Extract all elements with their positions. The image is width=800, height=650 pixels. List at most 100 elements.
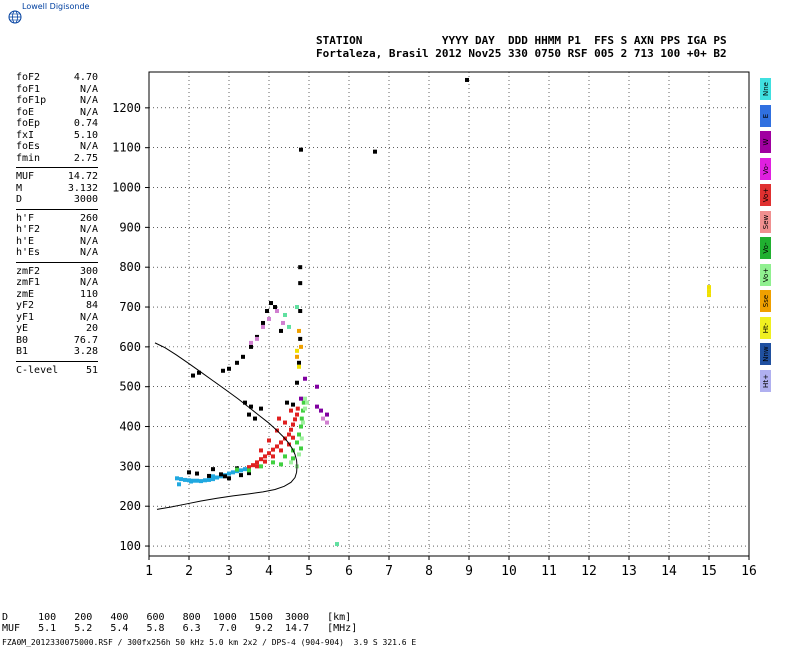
x-tick-label: 7: [385, 564, 393, 579]
param-row-hes: h'Es N/A: [16, 247, 98, 259]
param-value: 51: [85, 364, 98, 376]
legend-item: Vo-: [760, 157, 771, 180]
param-value: N/A: [79, 83, 98, 95]
param-row-yf1: yF1 N/A: [16, 312, 98, 324]
echo-point: [287, 324, 291, 329]
echo-point: [251, 463, 255, 468]
echo-point: [707, 293, 711, 298]
echo-point: [291, 435, 295, 440]
echo-point: [271, 460, 275, 465]
echo-point: [298, 336, 303, 341]
param-separator: [16, 261, 98, 263]
echo-point: [253, 416, 257, 421]
echo-point: [281, 320, 285, 325]
param-row-yf2: yF2 84: [16, 300, 98, 312]
x-tick-label: 4: [265, 564, 273, 579]
legend-item: Vo+: [760, 263, 771, 286]
legend-item: Sse: [760, 290, 771, 313]
param-row-zmf2: zmF2 300: [16, 266, 98, 278]
y-tick-label: 100: [119, 539, 141, 553]
param-row-clevel: C-level 51: [16, 365, 98, 377]
echo-point: [211, 467, 215, 472]
echo-point: [707, 285, 711, 290]
param-value: 4.70: [73, 72, 98, 83]
echo-point: [299, 446, 303, 451]
parameter-panel: foF2 4.70 foF1 N/A foF1p N/A foE N/A foEp 0.74 fxI…: [16, 72, 98, 376]
echo-point: [315, 384, 319, 389]
echo-point: [195, 478, 199, 483]
echo-point: [243, 467, 247, 472]
param-value: N/A: [79, 224, 98, 235]
echo-point: [255, 460, 259, 465]
echo-point: [203, 478, 207, 483]
param-row-foep: foEp 0.74: [16, 118, 98, 130]
x-tick-label: 12: [581, 564, 597, 579]
echo-point: [267, 438, 271, 443]
echo-point: [297, 360, 301, 365]
param-value: N/A: [79, 311, 98, 323]
echo-point: [189, 479, 193, 484]
param-value: 84: [85, 300, 98, 311]
param-row-zmf1: zmF1 N/A: [16, 277, 98, 289]
y-tick-label: 300: [119, 459, 141, 473]
echo-point: [249, 344, 253, 349]
param-name: h'F: [16, 212, 35, 224]
y-tick-label: 600: [119, 340, 141, 354]
echo-point: [277, 416, 281, 421]
legend-label: Sse: [761, 295, 770, 308]
param-name: h'E: [16, 235, 35, 247]
y-tick-label: 500: [119, 380, 141, 394]
echo-point: [207, 477, 211, 482]
legend-label: Nne: [761, 82, 770, 96]
x-tick-label: 3: [225, 564, 233, 579]
x-tick-label: 2: [185, 564, 193, 579]
echo-point: [261, 324, 265, 329]
param-name: yE: [16, 323, 29, 334]
param-name: zmF2: [16, 265, 41, 277]
file-info: FZA0M_2012330075000.RSF / 300fx256h 50 k…: [2, 638, 417, 647]
echo-point: [231, 470, 235, 475]
param-value: 2.75: [73, 152, 98, 164]
param-value: N/A: [79, 235, 98, 247]
param-row-fxi: fxI 5.10: [16, 130, 98, 142]
legend-label: Vo-: [761, 242, 770, 254]
echo-point: [211, 474, 215, 479]
param-name: B0: [16, 334, 29, 346]
param-name: B1: [16, 346, 29, 357]
echo-point: [305, 400, 309, 405]
echo-point: [279, 440, 283, 445]
echo-point: [291, 422, 295, 427]
legend-label: W: [761, 138, 770, 146]
y-tick-label: 800: [119, 260, 141, 274]
logo-text: Lowell Digisonde: [22, 2, 90, 11]
param-name: foEp: [16, 118, 41, 129]
y-tick-label: 200: [119, 499, 141, 513]
plot-frame: [148, 71, 750, 557]
x-tick-label: 13: [621, 564, 637, 579]
echo-point: [299, 396, 303, 401]
echo-point: [255, 464, 259, 469]
echo-point: [279, 328, 283, 333]
echo-point: [287, 432, 291, 437]
echo-point: [299, 436, 304, 441]
param-name: h'F2: [16, 224, 41, 235]
echo-point: [299, 147, 303, 152]
echo-point: [297, 364, 301, 369]
param-row-fof2: foF2 4.70: [16, 72, 98, 84]
echo-point: [267, 316, 271, 321]
header-labels: STATION YYYY DAY DDD HHMM P1 FFS S AXN P…: [316, 34, 727, 47]
legend-item: Nne: [760, 78, 771, 100]
echo-point: [295, 348, 299, 353]
echo-point: [271, 454, 275, 459]
echo-point: [285, 400, 289, 405]
echo-point: [227, 366, 231, 371]
echo-point: [239, 468, 243, 473]
param-row-hf: h'F 260: [16, 213, 98, 225]
echo-point: [215, 475, 219, 480]
echo-point: [295, 380, 299, 385]
param-value: 110: [79, 288, 98, 300]
x-tick-label: 8: [425, 564, 433, 579]
echo-point: [289, 427, 293, 432]
muf-row: MUF 5.1 5.2 5.4 5.8 6.3 7.0 9.2 14.7 [MH…: [2, 623, 358, 634]
